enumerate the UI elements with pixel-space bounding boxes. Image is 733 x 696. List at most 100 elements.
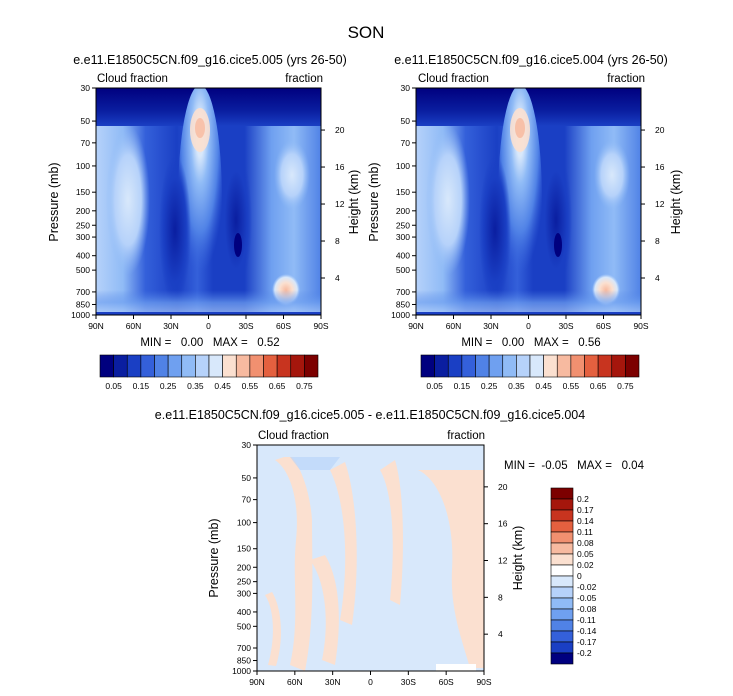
y-tick-label: 700 [396, 287, 410, 297]
y-tick-label: 100 [396, 161, 410, 171]
colorbar-label: 0.11 [577, 527, 593, 537]
colorbar-label: 0.05 [577, 549, 594, 559]
y-tick-label: 100 [237, 518, 251, 528]
panel-1-title: e.e11.E1850C5CN.f09_g16.cice5.005 (yrs 2… [73, 53, 347, 67]
y-tick-label: 150 [237, 544, 251, 554]
colorbar-swatch [420, 354, 435, 378]
y2-tick-label: 8 [498, 592, 503, 602]
panel-2-right-label: fraction [607, 73, 645, 85]
colorbar-swatch [208, 354, 223, 378]
panel-2-x-axis: 90N 60N 30N 0 30S 60S 90S [408, 315, 649, 331]
colorbar-swatch [99, 354, 114, 378]
y-tick-label: 1000 [71, 310, 90, 320]
y-tick-label: 30 [401, 83, 411, 93]
y-tick-label: 300 [76, 232, 90, 242]
colorbar-label: -0.08 [577, 604, 597, 614]
panel-3-y2label: Height (km) [511, 526, 525, 591]
colorbar-label: 0.05 [105, 381, 122, 391]
y-tick-label: 200 [396, 206, 410, 216]
colorbar-swatch [550, 498, 574, 511]
x-tick-label: 60S [596, 321, 611, 331]
panel-3: e.e11.E1850C5CN.f09_g16.cice5.005 - e.e1… [155, 408, 645, 687]
x-tick-label: 90N [249, 677, 265, 687]
x-tick-label: 0 [206, 321, 211, 331]
y-tick-label: 150 [396, 187, 410, 197]
colorbar-swatch [556, 354, 572, 378]
colorbar-swatch [461, 354, 476, 378]
x-tick-label: 90S [476, 677, 491, 687]
panel-1-stats: MIN = 0.00 MAX = 0.52 [140, 337, 279, 349]
y-tick-label: 700 [76, 287, 90, 297]
colorbar-swatch [550, 542, 574, 555]
x-tick-label: 90N [408, 321, 424, 331]
panel-3-left-label: Cloud fraction [258, 430, 329, 442]
y2-tick-label: 12 [335, 199, 345, 209]
y-tick-label: 300 [237, 588, 251, 598]
x-tick-label: 60S [276, 321, 291, 331]
colorbar-label: 0.55 [563, 381, 580, 391]
x-tick-label: 90N [88, 321, 104, 331]
colorbar-label: 0.75 [617, 381, 634, 391]
colorbar-swatch [235, 354, 251, 378]
panel-1-left-label: Cloud fraction [97, 73, 168, 85]
panel-3-stats: MIN = -0.05 MAX = 0.04 [504, 460, 645, 472]
x-tick-label: 60N [446, 321, 462, 331]
colorbar-label: 0.65 [269, 381, 286, 391]
colorbar-swatch [584, 354, 599, 378]
y2-tick-label: 20 [655, 125, 665, 135]
colorbar-swatch [543, 354, 558, 378]
y2-tick-label: 8 [655, 236, 660, 246]
y-tick-label: 70 [242, 495, 252, 505]
y2-tick-label: 16 [335, 162, 345, 172]
x-tick-label: 90S [313, 321, 328, 331]
panel-1: e.e11.E1850C5CN.f09_g16.cice5.005 (yrs 2… [47, 53, 361, 391]
y-tick-label: 250 [396, 220, 410, 230]
colorbar-swatch [488, 354, 504, 378]
panel-3-title: e.e11.E1850C5CN.f09_g16.cice5.005 - e.e1… [155, 408, 585, 422]
y-tick-label: 400 [76, 251, 90, 261]
colorbar-swatch [529, 354, 544, 378]
colorbar-label: -0.05 [577, 593, 597, 603]
colorbar-swatch [154, 354, 169, 378]
x-tick-label: 30S [558, 321, 573, 331]
y2-tick-label: 12 [655, 199, 665, 209]
colorbar-label: -0.17 [577, 637, 597, 647]
y-tick-label: 150 [76, 187, 90, 197]
y-tick-label: 250 [237, 577, 251, 587]
figure-title: SON [348, 23, 385, 42]
colorbar-swatch [550, 520, 574, 533]
panel-2-field [416, 88, 641, 315]
colorbar-swatch [113, 354, 128, 378]
colorbar-swatch [249, 354, 264, 378]
y2-tick-label: 20 [335, 125, 345, 135]
colorbar-label: 0.25 [160, 381, 177, 391]
colorbar-swatch [597, 354, 613, 378]
y-tick-label: 200 [237, 562, 251, 572]
y2-tick-label: 12 [498, 556, 508, 566]
y2-tick-label: 4 [498, 629, 503, 639]
panel-2-ylabel: Pressure (mb) [367, 162, 381, 241]
y2-tick-label: 16 [655, 162, 665, 172]
y-tick-label: 850 [76, 299, 90, 309]
y-tick-label: 30 [81, 83, 91, 93]
colorbar-swatch [276, 354, 292, 378]
x-tick-label: 30N [163, 321, 179, 331]
y-tick-label: 400 [237, 607, 251, 617]
y-tick-label: 500 [237, 621, 251, 631]
colorbar-label: 0.2 [577, 494, 589, 504]
colorbar-label: 0.15 [454, 381, 471, 391]
colorbar-label: 0.05 [426, 381, 443, 391]
colorbar-swatch [195, 354, 210, 378]
x-tick-label: 60N [287, 677, 303, 687]
panel-3-y2-axis: 20 16 12 8 4 [484, 482, 508, 639]
colorbar-label: -0.14 [577, 626, 597, 636]
panel-1-field [96, 88, 321, 315]
colorbar-label: 0 [577, 571, 582, 581]
y2-tick-label: 8 [335, 236, 340, 246]
y-tick-label: 70 [401, 138, 411, 148]
colorbar-label: 0.45 [535, 381, 552, 391]
colorbar-label: 0.45 [214, 381, 231, 391]
panel-2-colorbar: 0.05 0.15 0.25 0.35 0.45 0.55 0.65 0.75 [420, 354, 640, 391]
